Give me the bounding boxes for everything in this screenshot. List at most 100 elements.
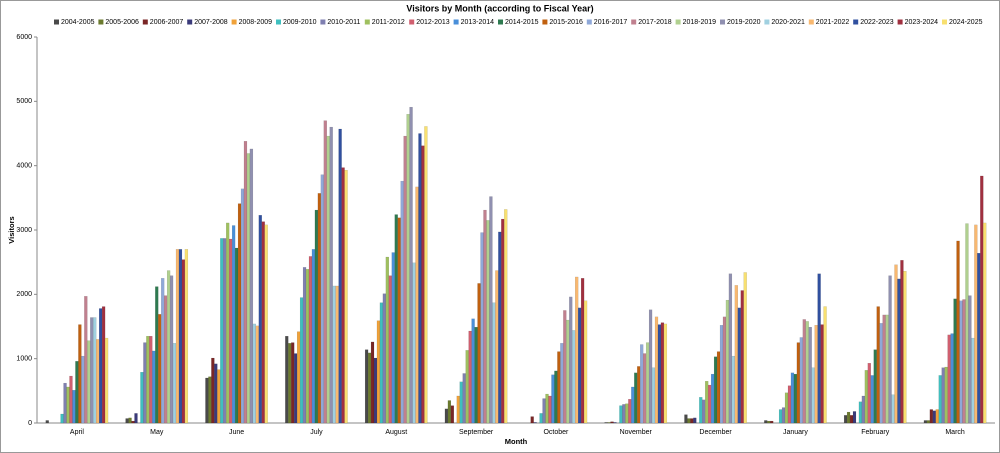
- bar: [465, 350, 469, 424]
- bar: [302, 267, 307, 424]
- bar: [93, 317, 97, 424]
- bar: [578, 307, 582, 424]
- bar: [456, 395, 460, 424]
- legend-label: 2007-2008: [194, 19, 228, 26]
- bar: [843, 415, 848, 424]
- bar: [237, 203, 242, 424]
- x-tick-label: May: [150, 429, 164, 436]
- bar: [462, 373, 466, 424]
- bar: [128, 417, 132, 424]
- bar: [799, 337, 803, 424]
- legend-label: 2011-2012: [372, 19, 405, 26]
- bar: [648, 309, 653, 424]
- bar: [335, 285, 339, 424]
- bar: [802, 319, 806, 424]
- x-axis-label: Month: [505, 437, 528, 446]
- bar: [554, 370, 558, 424]
- bar: [959, 300, 963, 424]
- bar: [888, 275, 892, 424]
- bar: [338, 128, 342, 424]
- bar: [367, 352, 372, 424]
- bar: [820, 324, 824, 424]
- bar: [722, 316, 727, 424]
- bar: [953, 298, 957, 424]
- bar: [459, 381, 463, 424]
- bar: [231, 225, 236, 424]
- bar: [684, 414, 688, 424]
- bar: [566, 319, 570, 424]
- bar: [640, 344, 644, 424]
- bar: [385, 256, 389, 424]
- x-tick-label: June: [229, 429, 244, 436]
- bar: [388, 275, 392, 424]
- bar: [397, 217, 401, 424]
- bar: [980, 175, 984, 424]
- bar: [72, 390, 76, 424]
- bar: [628, 399, 632, 424]
- bar: [329, 126, 333, 424]
- bar: [382, 293, 387, 424]
- bar: [320, 174, 324, 424]
- legend-swatch: [942, 19, 947, 25]
- legend-label: 2009-2010: [283, 19, 317, 26]
- bar: [823, 306, 827, 424]
- bar: [101, 306, 106, 424]
- legend-label: 2018-2019: [683, 19, 717, 26]
- legend-swatch: [897, 19, 903, 25]
- bar: [947, 334, 951, 424]
- bar: [545, 393, 549, 424]
- legend-swatch: [586, 19, 592, 25]
- bar: [229, 238, 233, 424]
- x-tick-label: July: [310, 429, 323, 436]
- bar: [903, 271, 907, 424]
- legend-swatch: [853, 19, 859, 25]
- bar: [743, 272, 747, 424]
- bar: [205, 377, 209, 424]
- bar: [764, 420, 768, 424]
- bar: [708, 384, 712, 424]
- bar: [409, 106, 413, 424]
- bar: [63, 382, 67, 424]
- bar: [166, 270, 171, 424]
- bar: [705, 381, 709, 424]
- bar: [424, 126, 428, 424]
- bar: [548, 395, 552, 424]
- bar: [731, 355, 736, 424]
- legend-swatch: [187, 19, 193, 25]
- legend-swatch: [142, 19, 148, 25]
- bar: [480, 232, 484, 424]
- bar: [314, 209, 319, 424]
- bar: [560, 343, 564, 424]
- bar: [78, 324, 82, 424]
- bar: [968, 295, 972, 424]
- legend-label: 2016-2017: [594, 19, 628, 26]
- bar: [542, 398, 546, 424]
- bar: [418, 133, 422, 424]
- bar: [158, 314, 162, 424]
- bar: [784, 392, 789, 424]
- bar: [447, 400, 452, 424]
- legend-swatch: [320, 19, 326, 25]
- legend-label: 2017-2018: [638, 19, 672, 26]
- bar: [702, 399, 706, 424]
- bar: [211, 357, 215, 424]
- bar: [45, 420, 49, 424]
- bar: [501, 218, 505, 424]
- legend-swatch: [231, 19, 237, 25]
- bar: [530, 416, 534, 424]
- legend-swatch: [542, 19, 548, 25]
- bar: [787, 385, 792, 424]
- bar: [415, 186, 419, 424]
- legend-label: 2012-2013: [416, 19, 450, 26]
- bar: [938, 375, 942, 424]
- y-tick-label: 5000: [16, 98, 32, 105]
- bar: [643, 353, 647, 424]
- bar: [728, 273, 733, 424]
- bar: [75, 361, 79, 424]
- bar: [885, 314, 889, 424]
- bar: [406, 114, 410, 424]
- bar: [498, 231, 502, 424]
- bar: [852, 411, 857, 424]
- bar: [486, 220, 490, 424]
- legend-swatch: [675, 19, 681, 25]
